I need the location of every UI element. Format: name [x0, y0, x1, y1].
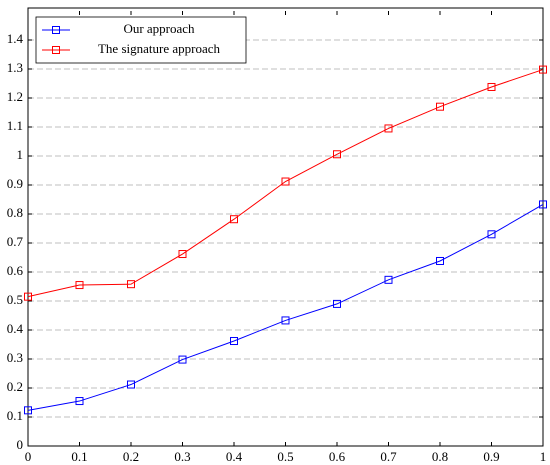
plot-frame [27, 7, 544, 447]
x-tick-label: 0.5 [277, 449, 293, 464]
point-marker [384, 275, 393, 284]
legend-label: The signature approach [98, 41, 221, 56]
point-marker [384, 124, 393, 133]
point-marker [281, 316, 290, 325]
point-marker [75, 281, 84, 290]
x-tick-label: 0.1 [71, 449, 87, 464]
point-marker [178, 250, 187, 259]
y-tick-label: 0.1 [7, 408, 23, 423]
point-marker [436, 102, 444, 111]
point-marker [487, 230, 496, 239]
legend-marker [52, 26, 60, 34]
x-tick-label: 0.3 [174, 449, 190, 464]
legend-marker [52, 46, 60, 54]
point-marker [127, 380, 135, 389]
point-marker [487, 82, 496, 91]
y-tick-label: 0.4 [7, 321, 24, 336]
x-tick-label: 0.7 [380, 449, 397, 464]
y-tick-label: 1.3 [7, 60, 23, 75]
point-marker [230, 337, 238, 346]
point-marker [24, 292, 32, 301]
x-tick-label: 0.4 [226, 449, 243, 464]
point-marker [333, 150, 341, 159]
point-marker [281, 177, 290, 186]
y-tick-label: 0.2 [7, 379, 23, 394]
point-marker [178, 355, 187, 364]
legend-box [35, 16, 247, 64]
series-line [27, 69, 544, 298]
y-tick-label: 1.2 [7, 89, 23, 104]
point-marker [539, 200, 547, 209]
y-tick-label: 1.4 [7, 31, 24, 46]
y-tick-label: 0 [17, 437, 24, 452]
y-tick-label: 0.7 [7, 234, 24, 249]
x-tick-label: 0.8 [432, 449, 448, 464]
y-tick-label: 0.5 [7, 292, 23, 307]
point-marker [539, 65, 547, 74]
point-marker [230, 215, 238, 224]
y-tick-label: 0.3 [7, 350, 23, 365]
y-tick-label: 1 [17, 147, 24, 162]
x-tick-label: 0 [25, 449, 32, 464]
y-tick-label: 0.9 [7, 176, 23, 191]
y-tick-label: 1.1 [7, 118, 23, 133]
x-tick-label: 0.2 [123, 449, 139, 464]
point-marker [127, 280, 135, 289]
point-marker [24, 406, 32, 415]
y-tick-label: 0.6 [7, 263, 24, 278]
legend-label: Our approach [123, 21, 195, 36]
point-marker [75, 397, 84, 406]
x-tick-label: 0.6 [329, 449, 346, 464]
x-tick-label: 0.9 [483, 449, 499, 464]
y-tick-label: 0.8 [7, 205, 23, 220]
series-line [27, 203, 544, 411]
x-tick-label: 1 [540, 449, 547, 464]
point-marker [436, 256, 444, 265]
point-marker [333, 299, 341, 308]
